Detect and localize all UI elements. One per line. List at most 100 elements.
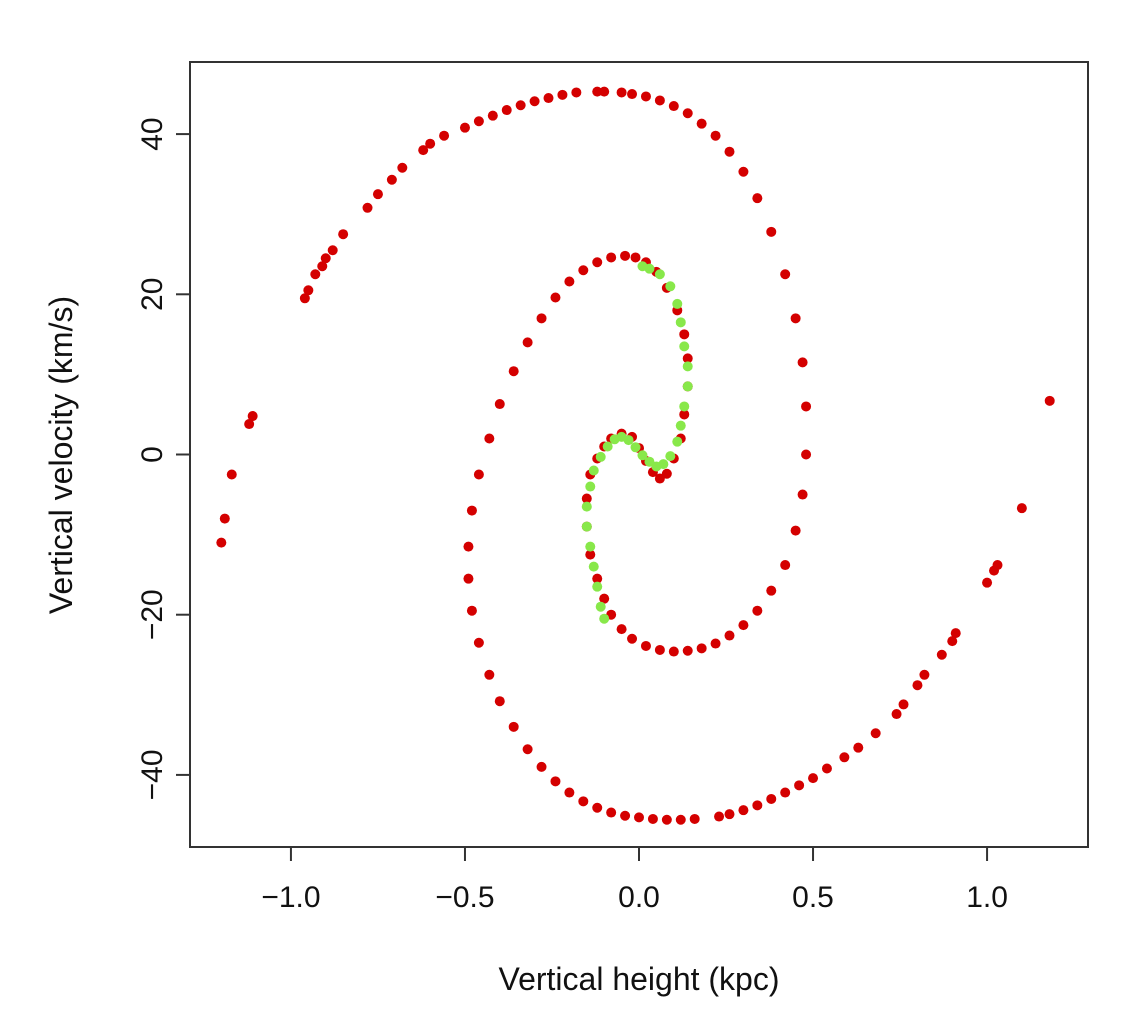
data-point: [627, 633, 638, 644]
x-axis: −1.0 −0.5 0.0 0.5 1.0: [261, 846, 1008, 914]
data-point: [564, 787, 575, 798]
data-point: [522, 744, 533, 755]
data-point: [665, 281, 676, 292]
data-point: [299, 293, 310, 304]
data-point: [592, 581, 603, 592]
data-point: [581, 501, 592, 512]
data-point: [459, 122, 470, 133]
data-point: [487, 110, 498, 121]
data-point: [599, 613, 610, 624]
data-point: [320, 253, 331, 264]
data-point: [790, 525, 801, 536]
data-point: [647, 813, 658, 824]
data-point: [919, 669, 930, 680]
data-point: [714, 811, 725, 822]
series-2: [581, 261, 693, 624]
data-point: [752, 605, 763, 616]
data-point: [675, 814, 686, 825]
data-point: [950, 628, 961, 639]
x-tick-label: 0.5: [792, 881, 834, 914]
data-point: [766, 226, 777, 237]
data-point: [752, 193, 763, 204]
y-tick-label: 0: [136, 446, 169, 463]
data-point: [501, 105, 512, 116]
data-points: [216, 86, 1055, 825]
data-point: [672, 298, 683, 309]
x-tick-label: 0.0: [618, 881, 660, 914]
y-tick-label: 20: [136, 278, 169, 311]
data-point: [661, 814, 672, 825]
series-1: [216, 86, 1055, 825]
data-point: [675, 317, 686, 328]
data-point: [303, 285, 314, 296]
data-point: [630, 442, 641, 453]
data-point: [696, 118, 707, 129]
data-point: [658, 459, 669, 470]
data-point: [738, 166, 749, 177]
x-tick-label: 1.0: [966, 881, 1008, 914]
data-point: [752, 800, 763, 811]
y-tick-label: −40: [136, 749, 169, 800]
data-point: [550, 292, 561, 303]
data-point: [585, 481, 596, 492]
data-point: [675, 420, 686, 431]
data-point: [372, 189, 383, 200]
data-point: [515, 100, 526, 111]
data-point: [592, 86, 603, 97]
data-point: [797, 357, 808, 368]
data-point: [588, 465, 599, 476]
data-point: [682, 381, 693, 392]
data-point: [630, 252, 641, 263]
data-point: [644, 456, 655, 467]
data-point: [362, 202, 373, 213]
data-point: [780, 269, 791, 280]
data-point: [484, 669, 495, 680]
data-point: [637, 450, 648, 461]
data-point: [529, 96, 540, 107]
data-point: [738, 620, 749, 631]
data-point: [557, 89, 568, 100]
data-point: [668, 646, 679, 657]
data-point: [588, 561, 599, 572]
data-point: [564, 276, 575, 287]
data-point: [536, 313, 547, 324]
data-point: [418, 145, 429, 156]
data-point: [425, 138, 436, 149]
data-point: [634, 812, 644, 823]
data-point: [244, 419, 255, 430]
y-axis: −40 −20 0 20 40: [136, 117, 191, 800]
data-point: [947, 636, 958, 647]
data-point: [397, 162, 408, 173]
data-point: [891, 709, 902, 720]
data-point: [484, 433, 495, 444]
data-point: [936, 649, 947, 660]
data-point: [466, 505, 477, 516]
data-point: [672, 436, 683, 447]
data-point: [599, 593, 610, 604]
data-point: [808, 773, 819, 784]
data-point: [508, 721, 519, 732]
data-point: [682, 108, 693, 119]
data-point: [766, 793, 777, 804]
data-point: [317, 261, 328, 272]
data-point: [595, 451, 606, 462]
data-point: [710, 638, 721, 649]
data-point: [463, 541, 474, 552]
data-point: [679, 409, 690, 420]
data-point: [550, 776, 561, 787]
data-point: [668, 101, 679, 112]
data-point: [682, 645, 693, 656]
data-point: [216, 537, 227, 548]
data-point: [439, 130, 450, 141]
data-point: [654, 269, 665, 280]
data-point: [494, 399, 505, 410]
data-point: [679, 329, 690, 340]
data-point: [794, 780, 805, 791]
y-tick-label: −20: [136, 589, 169, 640]
data-point: [801, 449, 812, 460]
data-point: [790, 313, 801, 324]
y-axis-title: Vertical velocity (km/s): [43, 296, 79, 614]
data-point: [606, 252, 617, 263]
data-point: [473, 469, 484, 480]
